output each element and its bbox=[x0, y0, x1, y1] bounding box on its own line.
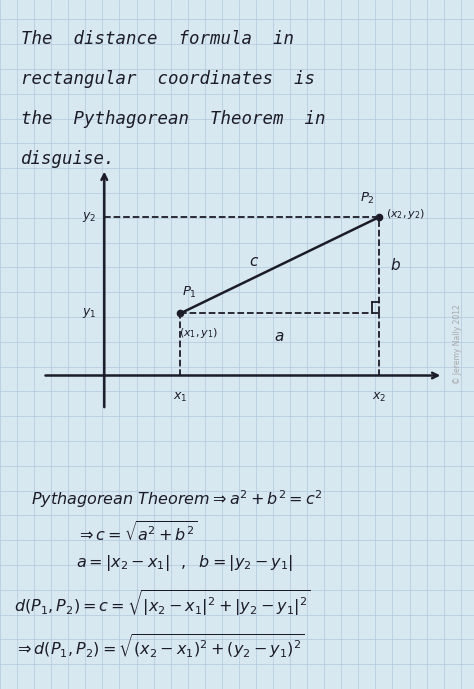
Text: $a = |x_2-x_1|\ \ ,\ \ b=|y_2-y_1|$: $a = |x_2-x_1|\ \ ,\ \ b=|y_2-y_1|$ bbox=[76, 553, 293, 573]
Text: $P_2$: $P_2$ bbox=[360, 191, 374, 206]
Text: $\mathit{Pythagorean\ Theorem} \Rightarrow a^2+b^2=c^2$: $\mathit{Pythagorean\ Theorem} \Rightarr… bbox=[31, 489, 323, 511]
Text: $d(P_1,P_2)=c=\sqrt{|x_2-x_1|^2+|y_2-y_1|^2}$: $d(P_1,P_2)=c=\sqrt{|x_2-x_1|^2+|y_2-y_1… bbox=[14, 589, 311, 618]
Text: $P_1$: $P_1$ bbox=[182, 285, 198, 300]
Text: $b$: $b$ bbox=[390, 257, 401, 274]
Text: $x_2$: $x_2$ bbox=[372, 391, 386, 404]
Text: $\Rightarrow c = \sqrt{a^2+b^2}$: $\Rightarrow c = \sqrt{a^2+b^2}$ bbox=[76, 520, 198, 544]
Text: $(x_2, y_2)$: $(x_2, y_2)$ bbox=[386, 207, 426, 220]
Text: the  Pythagorean  Theorem  in: the Pythagorean Theorem in bbox=[21, 110, 326, 128]
Text: $x_1$: $x_1$ bbox=[173, 391, 187, 404]
Text: $a$: $a$ bbox=[274, 329, 285, 344]
Text: $y_2$: $y_2$ bbox=[82, 210, 97, 224]
Text: $c$: $c$ bbox=[248, 254, 259, 269]
Text: © Jeremy Nally 2012: © Jeremy Nally 2012 bbox=[453, 305, 462, 384]
Text: $y_1$: $y_1$ bbox=[82, 307, 97, 320]
Text: The  distance  formula  in: The distance formula in bbox=[21, 30, 294, 48]
Text: $(x_1, y_1)$: $(x_1, y_1)$ bbox=[179, 326, 219, 340]
Text: rectangular  coordinates  is: rectangular coordinates is bbox=[21, 70, 315, 88]
Text: $\Rightarrow d(P_1,P_2)=\sqrt{(x_2-x_1)^2+(y_2-y_1)^2}$: $\Rightarrow d(P_1,P_2)=\sqrt{(x_2-x_1)^… bbox=[14, 633, 305, 660]
Text: disguise.: disguise. bbox=[21, 150, 116, 168]
